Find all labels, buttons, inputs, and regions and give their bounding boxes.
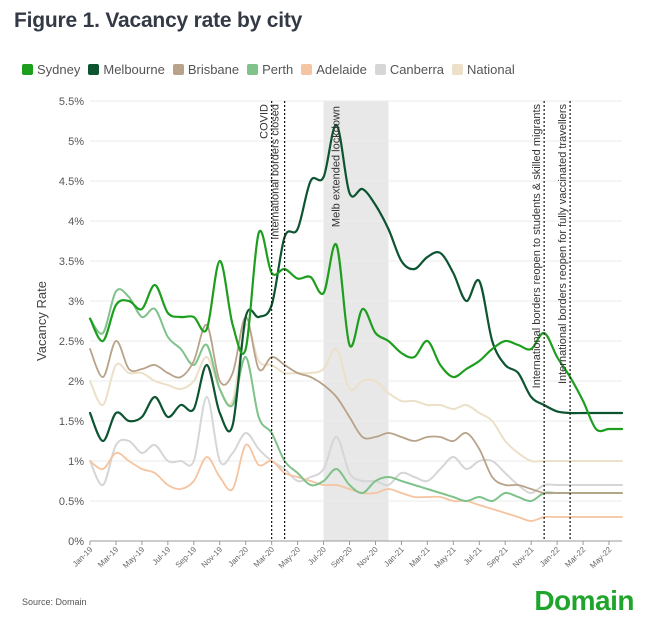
shaded-region-label: Melb extended lockdown — [331, 106, 343, 227]
x-tick-label: Sep-21 — [485, 545, 510, 570]
x-tick-label: Jan-19 — [71, 545, 95, 569]
y-tick-label: 3.5% — [59, 256, 84, 268]
legend-item-brisbane: Brisbane — [172, 62, 240, 77]
series-line-melbourne — [88, 123, 624, 443]
legend-swatch — [247, 64, 259, 75]
x-tick-label: Mar-21 — [407, 545, 432, 570]
y-tick-label: 5.5% — [59, 96, 84, 108]
legend-item-canberra: Canberra — [374, 62, 445, 77]
legend-swatch — [301, 64, 313, 75]
legend-label: National — [467, 62, 515, 77]
legend-label: Brisbane — [187, 62, 240, 77]
y-tick-label: 5% — [68, 136, 84, 148]
legend-swatch — [374, 64, 386, 75]
legend: Sydney Melbourne Brisbane Perth Adelaide Canb… — [22, 62, 523, 77]
legend-label: Perth — [262, 62, 294, 77]
source-note: Source: Domain — [22, 597, 87, 607]
event-label-students-migrants: International borders reopen to students… — [531, 104, 543, 389]
legend-item-sydney: Sydney — [22, 62, 80, 77]
legend-item-melbourne: Melbourne — [88, 62, 165, 77]
legend-label: Canberra — [389, 62, 445, 77]
event-label-vaccinated-travellers: International borders reopen for fully v… — [557, 104, 569, 385]
legend-label: Melbourne — [103, 62, 165, 77]
x-tick-label: Mar-22 — [563, 545, 588, 570]
y-tick-label: 0% — [68, 536, 84, 548]
y-tick-label: 4% — [68, 216, 84, 228]
legend-item-adelaide: Adelaide — [301, 62, 367, 77]
y-tick-label: 4.5% — [59, 176, 84, 188]
series-line-national — [89, 323, 623, 463]
legend-item-national: National — [452, 62, 515, 77]
x-tick-label: Nov-21 — [511, 545, 536, 570]
x-tick-label: Mar-20 — [252, 545, 277, 570]
x-tick-label: May-20 — [277, 545, 303, 571]
legend-item-perth: Perth — [247, 62, 293, 77]
domain-logo: Domain — [534, 585, 634, 616]
y-axis-label: Vacancy Rate — [34, 281, 49, 361]
y-tick-label: 3% — [68, 296, 84, 308]
series-line-canberra — [89, 396, 623, 494]
y-tick-label: 0.5% — [59, 496, 84, 508]
x-tick-label: Jan-20 — [226, 545, 250, 569]
y-tick-label: 1.5% — [59, 416, 84, 428]
legend-label: Sydney — [37, 62, 81, 77]
x-tick-label: Mar-19 — [96, 545, 121, 570]
x-tick-label: Sep-19 — [174, 545, 199, 570]
x-tick-label: Sep-20 — [329, 545, 354, 570]
legend-swatch — [452, 64, 464, 75]
legend-label: Adelaide — [316, 62, 367, 77]
y-tick-label: 2.5% — [59, 336, 84, 348]
x-tick-label: Jan-22 — [538, 545, 562, 569]
lockdown-shaded-region — [323, 101, 389, 541]
x-tick-label: May-22 — [588, 545, 614, 571]
y-tick-label: 1% — [68, 456, 84, 468]
series-line-sydney — [88, 229, 624, 433]
series-line-perth — [89, 288, 623, 503]
event-label-borders-closed: International borders closed — [270, 104, 282, 240]
x-tick-label: Nov-19 — [200, 545, 225, 570]
x-tick-label: Jul-21 — [462, 545, 484, 567]
x-tick-label: May-21 — [432, 545, 458, 571]
y-tick-label: 2% — [68, 376, 84, 388]
event-label-covid: COVID — [259, 104, 271, 139]
x-tick-label: Jul-19 — [150, 545, 172, 567]
x-tick-label: Jan-21 — [382, 545, 406, 569]
x-tick-label: Jul-20 — [306, 545, 328, 567]
legend-swatch — [22, 64, 33, 75]
legend-swatch — [172, 64, 184, 75]
x-tick-label: Nov-20 — [355, 545, 380, 570]
chart-title: Figure 1. Vacancy rate by city — [14, 9, 303, 32]
series-line-brisbane — [89, 316, 623, 495]
x-tick-label: May-19 — [121, 545, 147, 571]
legend-swatch — [88, 64, 100, 75]
